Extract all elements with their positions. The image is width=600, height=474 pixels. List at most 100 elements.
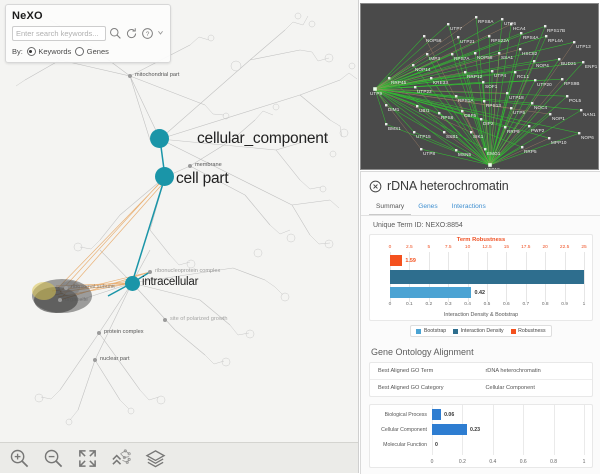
radio-keywords-dot[interactable] bbox=[26, 47, 36, 56]
gene-label[interactable]: SSB1 bbox=[446, 134, 459, 139]
gene-label[interactable]: UTP4 bbox=[494, 73, 507, 78]
gene-node[interactable] bbox=[455, 95, 458, 98]
gene-label[interactable]: UBI1 bbox=[419, 108, 430, 113]
tab-genes[interactable]: Genes bbox=[418, 203, 438, 210]
gene-label[interactable]: UTP15 bbox=[416, 134, 431, 139]
gene-node[interactable] bbox=[578, 132, 581, 135]
gene-node[interactable] bbox=[548, 137, 551, 140]
node-ribosomal-subunit[interactable] bbox=[64, 286, 68, 290]
gene-node[interactable] bbox=[443, 131, 446, 134]
gene-node[interactable] bbox=[520, 32, 523, 35]
gene-label[interactable]: UTP6 bbox=[504, 21, 517, 26]
gene-node[interactable] bbox=[506, 92, 509, 95]
legend-robustness[interactable]: Robustness bbox=[510, 328, 546, 334]
gene-node[interactable] bbox=[474, 52, 477, 55]
gene-label[interactable]: UTP20 bbox=[537, 82, 552, 87]
gene-label[interactable]: NOP6 bbox=[581, 135, 594, 140]
gene-label[interactable]: UTP7 bbox=[450, 26, 463, 31]
node-ribonucleoprotein-complex[interactable] bbox=[148, 270, 152, 274]
fit-to-screen-icon[interactable] bbox=[77, 448, 98, 469]
gene-label[interactable]: NAN1 bbox=[583, 112, 596, 117]
gene-node[interactable] bbox=[533, 60, 536, 63]
gene-interaction-network-panel[interactable]: RPS8A UTP6 UTP7 RPS17B NOP56 UTP21 RPS22A RPS4A… bbox=[360, 3, 599, 170]
gene-label[interactable]: UTP5 bbox=[513, 110, 526, 115]
graph-toolbar[interactable] bbox=[0, 442, 358, 473]
gene-node[interactable] bbox=[488, 35, 491, 38]
gene-node[interactable] bbox=[501, 18, 504, 21]
gene-label[interactable]: SIK1 bbox=[473, 134, 484, 139]
gene-label[interactable]: RRP9 bbox=[507, 129, 520, 134]
help-icon[interactable]: ? bbox=[141, 27, 154, 40]
gene-label[interactable]: RCL1 bbox=[517, 74, 530, 79]
legend-interaction-density[interactable]: Interaction Density bbox=[453, 328, 504, 334]
gene-node[interactable] bbox=[475, 16, 478, 19]
gene-node[interactable] bbox=[438, 112, 441, 115]
node-cellular-component[interactable] bbox=[150, 129, 169, 148]
gene-node[interactable] bbox=[491, 70, 494, 73]
gene-label[interactable]: POL5 bbox=[569, 98, 582, 103]
node-intracellular[interactable] bbox=[125, 276, 140, 291]
gene-label[interactable]: IMP3 bbox=[429, 56, 441, 61]
gene-label[interactable]: MPP10 bbox=[551, 140, 567, 145]
node-membrane[interactable] bbox=[188, 164, 192, 168]
gene-label[interactable]: DIM1 bbox=[388, 107, 400, 112]
gene-node[interactable] bbox=[484, 148, 487, 151]
gene-label[interactable]: RPS4A bbox=[523, 35, 539, 40]
chart2-row[interactable]: Biological Process 0.06 bbox=[370, 409, 584, 420]
gene-label[interactable]: PWP2 bbox=[531, 128, 545, 133]
chart2-row[interactable]: Cellular Component 0.23 bbox=[370, 424, 584, 435]
legend-bootstrap[interactable]: Bootstrap bbox=[416, 328, 446, 334]
bar-interaction-density[interactable] bbox=[390, 270, 584, 284]
gene-label[interactable]: UTP8 bbox=[423, 151, 436, 156]
bar-bootstrap[interactable]: 0.42 bbox=[390, 287, 584, 298]
gene-hub-node[interactable] bbox=[488, 163, 492, 167]
gene-label[interactable]: ENP1 bbox=[585, 64, 598, 69]
gene-node[interactable] bbox=[423, 35, 426, 38]
search-by-row[interactable]: By: Keywords Genes bbox=[12, 47, 164, 56]
radio-genes[interactable]: Genes bbox=[75, 47, 109, 56]
gene-node[interactable] bbox=[514, 71, 517, 74]
gene-node[interactable] bbox=[531, 102, 534, 105]
node-nuclear-part[interactable] bbox=[93, 358, 97, 362]
radio-keywords[interactable]: Keywords bbox=[26, 47, 71, 56]
gene-label[interactable]: RRP45 bbox=[391, 80, 407, 85]
gene-node[interactable] bbox=[498, 52, 501, 55]
gene-node[interactable] bbox=[385, 123, 388, 126]
gene-node[interactable] bbox=[413, 131, 416, 134]
gene-node[interactable] bbox=[388, 77, 391, 80]
gene-label[interactable]: RPS1A bbox=[458, 98, 474, 103]
layers-icon[interactable] bbox=[145, 448, 166, 469]
gene-label[interactable]: DIP2 bbox=[483, 121, 494, 126]
gene-label[interactable]: NOP1 bbox=[552, 116, 565, 121]
ontology-tree-panel[interactable]: NeXO ? By: Keywor bbox=[0, 0, 359, 473]
gene-node[interactable] bbox=[573, 41, 576, 44]
gene-node[interactable] bbox=[480, 118, 483, 121]
gene-node[interactable] bbox=[561, 78, 564, 81]
gene-node[interactable] bbox=[545, 35, 548, 38]
gene-label[interactable]: NOC4 bbox=[534, 105, 548, 110]
search-icon[interactable] bbox=[109, 27, 122, 40]
tab-summary[interactable]: Summary bbox=[369, 200, 412, 215]
gene-node[interactable] bbox=[510, 107, 513, 110]
gene-node[interactable] bbox=[447, 23, 450, 26]
gene-hub-label[interactable]: UTP10 bbox=[485, 167, 500, 170]
gene-node[interactable] bbox=[534, 79, 537, 82]
gene-node[interactable] bbox=[482, 81, 485, 84]
gene-label[interactable]: UTP22 bbox=[417, 89, 432, 94]
gene-label[interactable]: BMS1 bbox=[388, 126, 401, 131]
gene-label[interactable]: RPS7A bbox=[454, 56, 470, 61]
radio-genes-dot[interactable] bbox=[75, 47, 85, 56]
gene-node[interactable] bbox=[566, 95, 569, 98]
gene-label[interactable]: SOF1 bbox=[485, 84, 498, 89]
gene-node[interactable] bbox=[510, 23, 513, 26]
chevron-down-icon[interactable] bbox=[157, 27, 164, 40]
gene-label[interactable]: RRP12 bbox=[467, 74, 483, 79]
gene-label[interactable]: CBF5 bbox=[464, 113, 477, 118]
gene-network-graph[interactable] bbox=[361, 4, 598, 169]
gene-label[interactable]: NOP58 bbox=[477, 55, 493, 60]
gene-label[interactable]: RPS9B bbox=[564, 81, 580, 86]
gene-node[interactable] bbox=[420, 148, 423, 151]
gene-node[interactable] bbox=[483, 100, 486, 103]
gene-node[interactable] bbox=[385, 104, 388, 107]
tab-bar[interactable]: Summary Genes Interactions bbox=[361, 195, 600, 216]
